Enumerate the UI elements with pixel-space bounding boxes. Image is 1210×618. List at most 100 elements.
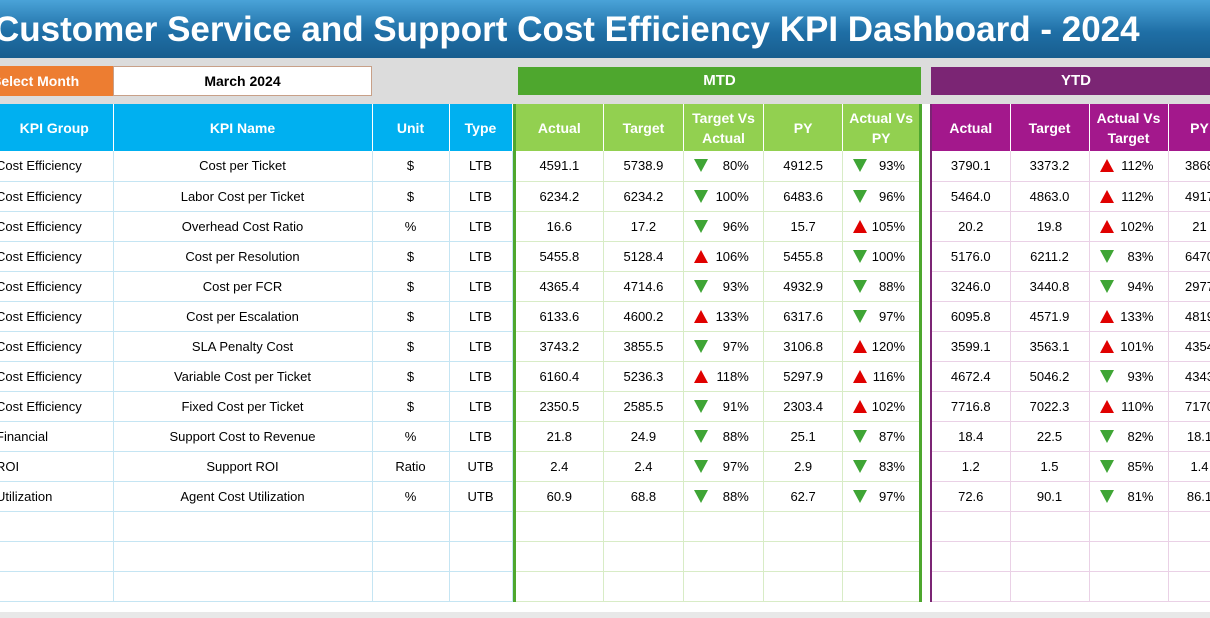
mtd-target-vs-actual-cell-value: 88%: [722, 488, 749, 504]
empty-cell: [763, 541, 844, 572]
empty-cell: [514, 511, 604, 542]
arrow-up-icon: [1099, 219, 1114, 233]
kpi-name-cell: Labor Cost per Ticket: [113, 181, 373, 212]
mtd-target-vs-actual-cell: 100%: [683, 181, 764, 212]
mtd-header-3: PY: [763, 104, 844, 151]
mtd-target-cell: 4714.6: [603, 271, 685, 302]
mtd-target-vs-actual-cell-value: 88%: [722, 428, 749, 444]
kpi-group-cell: Financial: [0, 421, 114, 452]
empty-cell: [603, 571, 685, 602]
mtd-actual-cell: 6160.4: [514, 361, 604, 392]
mtd-actual-cell: 16.6: [514, 211, 604, 242]
kpi-group-cell: Cost Efficiency: [0, 301, 114, 332]
info-header-3: Type: [449, 104, 513, 151]
kpi-type-cell: LTB: [449, 421, 513, 452]
mtd-actual-vs-py-cell-value: 96%: [878, 188, 905, 204]
info-header-0: KPI Group: [0, 104, 114, 151]
table-row: 20.2 19.8 102% 21: [931, 211, 1210, 242]
mtd-actual-vs-py-cell: 97%: [842, 301, 921, 332]
kpi-unit-cell: %: [372, 211, 450, 242]
ytd-actual-vs-target-cell-value: 101%: [1120, 338, 1154, 354]
mtd-actual-vs-py-cell-value: 87%: [878, 428, 905, 444]
kpi-type-cell: LTB: [449, 181, 513, 212]
mtd-target-vs-actual-cell: 93%: [683, 271, 764, 302]
ytd-target-cell: 7022.3: [1010, 391, 1090, 422]
kpi-group-cell: Cost Efficiency: [0, 391, 114, 422]
mtd-py-cell: 15.7: [763, 211, 844, 242]
table-row: Financial Support Cost to Revenue% LTB: [0, 421, 513, 452]
kpi-type-cell: LTB: [449, 271, 513, 302]
mtd-target-cell: 24.9: [603, 421, 685, 452]
mtd-actual-cell: 2350.5: [514, 391, 604, 422]
ytd-actual-vs-target-cell-value: 82%: [1127, 428, 1154, 444]
empty-cell: [763, 571, 844, 602]
empty-cell: [1089, 511, 1169, 542]
kpi-type-cell: LTB: [449, 211, 513, 242]
arrow-up-icon: [1099, 399, 1114, 413]
mtd-actual-vs-py-cell: 97%: [842, 481, 921, 512]
arrow-down-icon: [694, 279, 709, 293]
mtd-target-cell: 5236.3: [603, 361, 685, 392]
table-row: 3743.2 3855.5 97% 3106.8 120%: [514, 331, 921, 362]
mtd-target-vs-actual-cell: 96%: [683, 211, 764, 242]
mtd-target-cell: 17.2: [603, 211, 685, 242]
ytd-table: Actual Target Actual Vs Target PY 3790.1 337…: [930, 104, 1210, 602]
ytd-actual-vs-target-cell: 85%: [1089, 451, 1169, 482]
ytd-actual-cell: 5176.0: [931, 241, 1011, 272]
kpi-unit-cell: $: [372, 241, 450, 272]
table-row: Cost Efficiency Overhead Cost Ratio% LTB: [0, 211, 513, 242]
empty-cell: [931, 541, 1011, 572]
ytd-header-band: YTD: [931, 67, 1210, 95]
ytd-actual-vs-target-cell: 133%: [1089, 301, 1169, 332]
kpi-type-cell: UTB: [449, 481, 513, 512]
arrow-up-icon: [1099, 189, 1114, 203]
sheet-bottom-edge: [0, 612, 1210, 618]
ytd-target-cell: 3563.1: [1010, 331, 1090, 362]
ytd-target-cell: 22.5: [1010, 421, 1090, 452]
ytd-target-cell: 3440.8: [1010, 271, 1090, 302]
table-row: [514, 541, 921, 572]
empty-cell: [842, 541, 921, 572]
empty-cell: [842, 511, 921, 542]
table-row: [0, 511, 513, 542]
ytd-actual-cell: 7716.8: [931, 391, 1011, 422]
kpi-group-cell: Cost Efficiency: [0, 271, 114, 302]
empty-cell: [113, 541, 373, 572]
empty-cell: [1168, 511, 1210, 542]
arrow-down-icon: [1099, 249, 1114, 263]
empty-cell: [1010, 571, 1090, 602]
select-month-dropdown[interactable]: March 2024: [113, 66, 372, 96]
arrow-down-icon: [853, 459, 868, 473]
mtd-py-cell: 62.7: [763, 481, 844, 512]
mtd-target-cell: 5128.4: [603, 241, 685, 272]
arrow-down-icon: [694, 219, 709, 233]
empty-cell: [449, 511, 513, 542]
arrow-up-icon: [1099, 309, 1114, 323]
mtd-target-vs-actual-cell-value: 91%: [722, 398, 749, 414]
mtd-actual-vs-py-cell-value: 83%: [878, 458, 905, 474]
kpi-unit-cell: $: [372, 391, 450, 422]
ytd-actual-vs-target-cell: 101%: [1089, 331, 1169, 362]
ytd-py-cell: 2977: [1168, 271, 1210, 302]
table-row: [514, 511, 921, 542]
mtd-actual-vs-py-cell-value: 102%: [871, 398, 905, 414]
kpi-type-cell: LTB: [449, 361, 513, 392]
arrow-down-icon: [694, 399, 709, 413]
table-row: Cost Efficiency Variable Cost per Ticket $…: [0, 361, 513, 392]
ytd-actual-cell: 6095.8: [931, 301, 1011, 332]
kpi-name-cell: Variable Cost per Ticket: [113, 361, 373, 392]
ytd-py-cell: 21: [1168, 211, 1210, 242]
mtd-target-vs-actual-cell-value: 93%: [722, 278, 749, 294]
arrow-up-icon: [853, 399, 868, 413]
empty-cell: [683, 541, 764, 572]
arrow-down-icon: [1099, 489, 1114, 503]
ytd-actual-vs-target-cell: 81%: [1089, 481, 1169, 512]
arrow-down-icon: [853, 489, 868, 503]
table-row: [514, 571, 921, 602]
table-row: [0, 541, 513, 572]
ytd-actual-vs-target-cell-value: 93%: [1127, 368, 1154, 384]
